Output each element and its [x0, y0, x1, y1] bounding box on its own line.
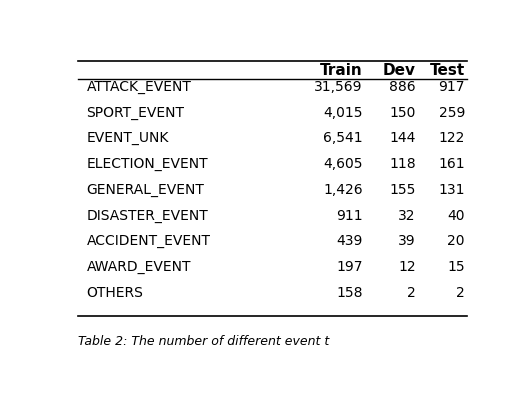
Text: SPORT_EVENT: SPORT_EVENT	[87, 106, 184, 119]
Text: 917: 917	[438, 80, 465, 94]
Text: ACCIDENT_EVENT: ACCIDENT_EVENT	[87, 234, 211, 249]
Text: 161: 161	[438, 157, 465, 171]
Text: 40: 40	[447, 209, 465, 223]
Text: 32: 32	[398, 209, 416, 223]
Text: 1,426: 1,426	[323, 183, 363, 197]
Text: 439: 439	[336, 234, 363, 249]
Text: 158: 158	[336, 286, 363, 300]
Text: 155: 155	[390, 183, 416, 197]
Text: 886: 886	[389, 80, 416, 94]
Text: 39: 39	[398, 234, 416, 249]
Text: 144: 144	[390, 131, 416, 145]
Text: GENERAL_EVENT: GENERAL_EVENT	[87, 183, 204, 197]
Text: Train: Train	[320, 63, 363, 78]
Text: Dev: Dev	[383, 63, 416, 78]
Text: 31,569: 31,569	[314, 80, 363, 94]
Text: 20: 20	[447, 234, 465, 249]
Text: 122: 122	[439, 131, 465, 145]
Text: Test: Test	[430, 63, 465, 78]
Text: AWARD_EVENT: AWARD_EVENT	[87, 260, 191, 274]
Text: 2: 2	[456, 286, 465, 300]
Text: 131: 131	[438, 183, 465, 197]
Text: ATTACK_EVENT: ATTACK_EVENT	[87, 80, 191, 94]
Text: OTHERS: OTHERS	[87, 286, 143, 300]
Text: 2: 2	[407, 286, 416, 300]
Text: 911: 911	[336, 209, 363, 223]
Text: 15: 15	[447, 260, 465, 274]
Text: 118: 118	[389, 157, 416, 171]
Text: 259: 259	[439, 106, 465, 119]
Text: 4,015: 4,015	[323, 106, 363, 119]
Text: 197: 197	[336, 260, 363, 274]
Text: 6,541: 6,541	[323, 131, 363, 145]
Text: Table 2: The number of different event t: Table 2: The number of different event t	[78, 335, 329, 348]
Text: EVENT_UNK: EVENT_UNK	[87, 131, 169, 145]
Text: DISASTER_EVENT: DISASTER_EVENT	[87, 209, 208, 223]
Text: 150: 150	[390, 106, 416, 119]
Text: 4,605: 4,605	[323, 157, 363, 171]
Text: ELECTION_EVENT: ELECTION_EVENT	[87, 157, 208, 171]
Text: 12: 12	[398, 260, 416, 274]
